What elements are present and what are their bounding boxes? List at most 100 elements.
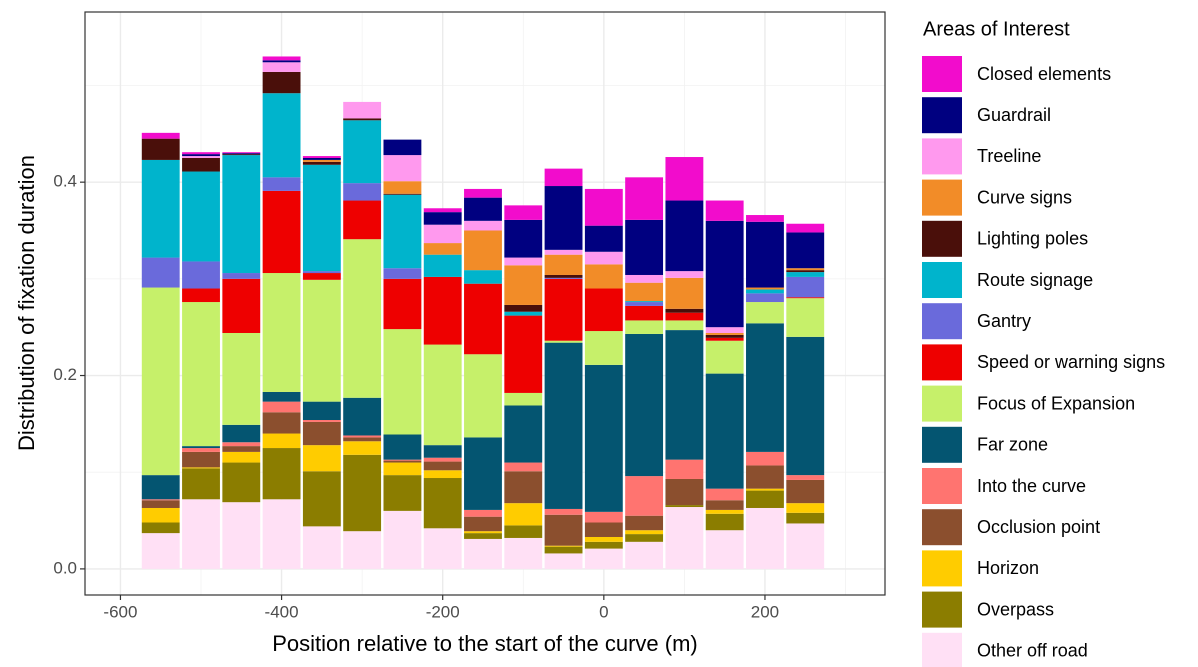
bar-segment bbox=[182, 288, 220, 303]
bar-segment bbox=[544, 249, 583, 255]
bar-segment bbox=[665, 505, 704, 508]
bar-segment bbox=[464, 188, 502, 198]
y-tick-label: 0.0 bbox=[53, 558, 77, 577]
bar-segment bbox=[746, 215, 784, 222]
legend-label: Far zone bbox=[977, 435, 1048, 455]
x-tick-label: -200 bbox=[426, 602, 460, 621]
bar-segment bbox=[584, 511, 623, 523]
bar-segment bbox=[262, 412, 301, 434]
bar-segment bbox=[383, 155, 422, 182]
bar-segment bbox=[464, 220, 502, 231]
bar-segment bbox=[182, 152, 220, 155]
bar-segment bbox=[464, 230, 502, 271]
bar-segment bbox=[222, 502, 261, 569]
bar-segment bbox=[665, 308, 704, 313]
bar-segment bbox=[343, 435, 382, 438]
bar-segment bbox=[746, 302, 784, 324]
bar-segment bbox=[504, 392, 543, 406]
bar-segment bbox=[383, 510, 422, 569]
legend-label: Into the curve bbox=[977, 476, 1086, 496]
bar-segment bbox=[262, 448, 301, 500]
bar-segment bbox=[423, 470, 462, 479]
bar-segment bbox=[302, 161, 341, 165]
bar-segment bbox=[584, 541, 623, 549]
bar-segment bbox=[584, 188, 623, 226]
bar-segment bbox=[665, 320, 704, 331]
bar-segment bbox=[302, 164, 341, 272]
bar-segment bbox=[383, 181, 422, 194]
bar-segment bbox=[705, 337, 744, 341]
bar-segment bbox=[625, 305, 664, 321]
bar-segment bbox=[222, 446, 261, 452]
bar-segment bbox=[746, 490, 784, 508]
bar-segment bbox=[222, 278, 261, 333]
bar-segment bbox=[625, 515, 664, 531]
bar-segment bbox=[222, 154, 261, 156]
bar-segment bbox=[504, 304, 543, 312]
bar-segment bbox=[222, 152, 261, 154]
bar-segment bbox=[705, 334, 744, 338]
bar-segment bbox=[625, 177, 664, 220]
bar-segment bbox=[544, 545, 583, 547]
bar-segment bbox=[464, 354, 502, 438]
bar-segment bbox=[383, 462, 422, 476]
bar-segment bbox=[544, 340, 583, 343]
legend-key bbox=[922, 56, 962, 92]
bar-segment bbox=[786, 479, 825, 504]
x-tick-label: -400 bbox=[265, 602, 299, 621]
bar-segment bbox=[383, 459, 422, 461]
y-tick-label: 0.2 bbox=[53, 365, 77, 384]
bar-segment bbox=[705, 200, 744, 221]
bar-segment bbox=[746, 451, 784, 466]
bar-segment bbox=[182, 467, 220, 469]
legend-label: Focus of Expansion bbox=[977, 393, 1135, 413]
bar-segment bbox=[504, 315, 543, 393]
bar-segment bbox=[182, 446, 220, 449]
bar-segment bbox=[544, 168, 583, 187]
bar-segment bbox=[302, 420, 341, 422]
bar-segment bbox=[302, 445, 341, 472]
bar-segment bbox=[423, 212, 462, 225]
bar-segment bbox=[786, 503, 825, 513]
bar-segment bbox=[383, 460, 422, 463]
bar-segment bbox=[464, 509, 502, 517]
legend-key bbox=[922, 303, 962, 340]
bar-segment bbox=[262, 177, 301, 191]
bar-segment bbox=[625, 530, 664, 535]
bar-segment bbox=[705, 509, 744, 514]
bar-segment bbox=[343, 200, 382, 240]
bar-segment bbox=[141, 475, 180, 500]
bar-segment bbox=[705, 332, 744, 335]
bar-segment bbox=[504, 405, 543, 463]
bar-segment bbox=[423, 224, 462, 244]
bar-segment bbox=[705, 488, 744, 501]
legend-key bbox=[922, 97, 962, 134]
bar-segment bbox=[302, 401, 341, 421]
legend-key bbox=[922, 632, 962, 667]
bar-segment bbox=[262, 71, 301, 94]
legend-label: Lighting poles bbox=[977, 229, 1088, 249]
bar-segment bbox=[746, 293, 784, 303]
legend-key bbox=[922, 344, 962, 381]
bar-segment bbox=[544, 514, 583, 546]
bar-segment bbox=[786, 298, 825, 337]
bar-segment bbox=[665, 312, 704, 321]
bar-segment bbox=[625, 320, 664, 334]
bar-segment bbox=[464, 270, 502, 284]
legend-label: Occlusion point bbox=[977, 517, 1100, 537]
bar-segment bbox=[262, 273, 301, 392]
bar-segment bbox=[343, 531, 382, 569]
bar-segment bbox=[302, 471, 341, 527]
x-tick-label: -600 bbox=[103, 602, 137, 621]
bar-segment bbox=[182, 154, 220, 157]
legend-key bbox=[922, 138, 962, 175]
bar-segment bbox=[665, 330, 704, 460]
bar-segment bbox=[746, 465, 784, 489]
bar-segment bbox=[504, 537, 543, 569]
bar-segment bbox=[383, 194, 422, 269]
x-tick-label: 200 bbox=[751, 602, 779, 621]
bar-segment bbox=[383, 268, 422, 279]
bar-segment bbox=[746, 287, 784, 290]
bar-segment bbox=[504, 265, 543, 305]
bar-segment bbox=[786, 523, 825, 569]
